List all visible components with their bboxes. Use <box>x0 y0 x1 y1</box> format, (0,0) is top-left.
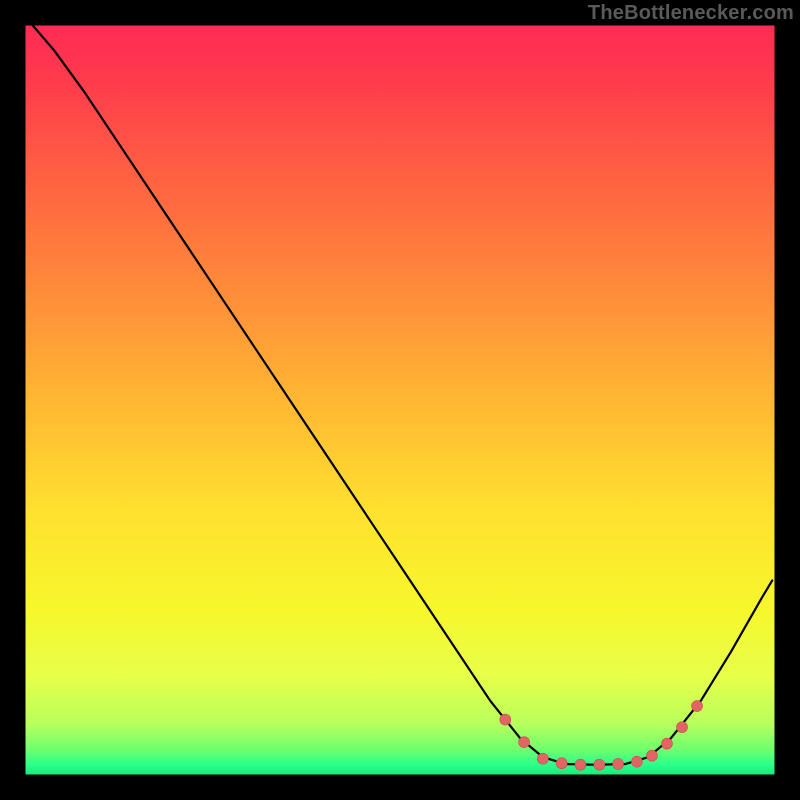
chart-container: TheBottlenecker.com <box>0 0 800 800</box>
marker-point <box>556 758 567 769</box>
marker-point <box>500 714 511 725</box>
marker-point <box>631 756 642 767</box>
gradient-background <box>24 24 776 776</box>
marker-point <box>677 722 688 733</box>
marker-point <box>594 759 605 770</box>
marker-point <box>575 759 586 770</box>
marker-point <box>613 758 624 769</box>
plot-area <box>24 24 776 776</box>
marker-point <box>661 738 672 749</box>
watermark-text: TheBottlenecker.com <box>588 2 794 25</box>
marker-point <box>646 750 657 761</box>
marker-point <box>537 753 548 764</box>
marker-point <box>692 701 703 712</box>
marker-point <box>519 737 530 748</box>
plot-svg <box>24 24 776 776</box>
